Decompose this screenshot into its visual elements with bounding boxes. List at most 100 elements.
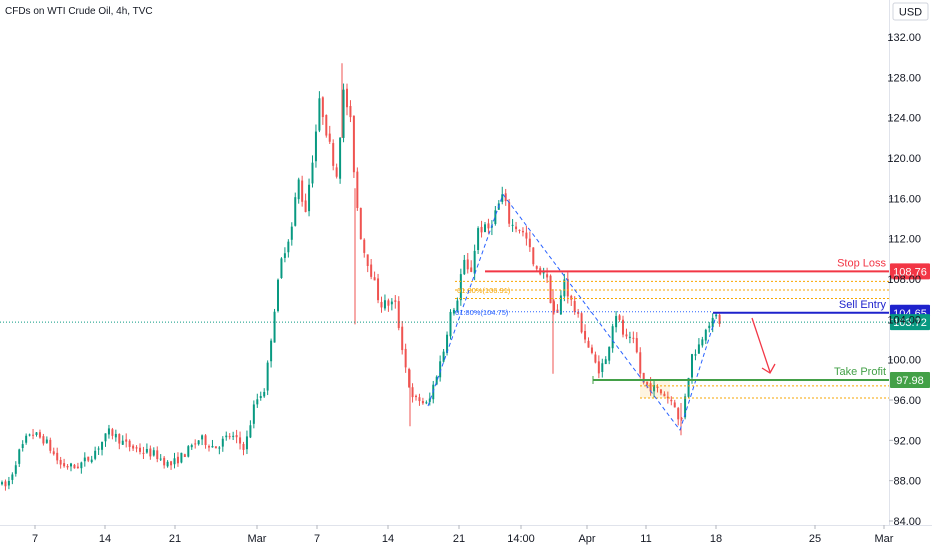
candle-body bbox=[501, 194, 504, 202]
y-tick-label: 108.00 bbox=[887, 274, 921, 286]
candle-body bbox=[401, 326, 404, 351]
candle-body bbox=[211, 446, 214, 448]
x-tick-label: 21 bbox=[453, 533, 465, 545]
x-tick-label: 21 bbox=[169, 533, 181, 545]
candle-body bbox=[335, 167, 338, 177]
candle-body bbox=[204, 435, 207, 446]
candle-body bbox=[252, 404, 255, 424]
take-profit-badge bbox=[890, 372, 930, 389]
candle-body bbox=[321, 97, 324, 118]
candle-body bbox=[314, 131, 317, 162]
candle-body bbox=[494, 210, 497, 224]
candle-body bbox=[577, 312, 580, 314]
candle-body bbox=[659, 389, 662, 394]
candle-body bbox=[111, 429, 114, 436]
candle-body bbox=[549, 275, 552, 304]
candle-body bbox=[14, 465, 17, 474]
candle-body bbox=[80, 462, 83, 469]
candle-body bbox=[342, 89, 345, 138]
candle-body bbox=[628, 336, 631, 338]
candle-body bbox=[528, 238, 531, 248]
candle-body bbox=[270, 340, 273, 362]
stop-loss-badge bbox=[890, 263, 930, 280]
candle-body bbox=[297, 179, 300, 200]
x-tick-label: Mar bbox=[248, 533, 267, 545]
candle-body bbox=[194, 443, 197, 445]
candle-body bbox=[159, 458, 162, 460]
candle-body bbox=[114, 433, 117, 438]
currency-button[interactable] bbox=[892, 2, 929, 21]
candle-body bbox=[263, 391, 266, 397]
candle-body bbox=[691, 354, 693, 378]
candle-body bbox=[94, 450, 97, 459]
current-price-badge bbox=[890, 314, 930, 331]
candle-body bbox=[459, 274, 462, 301]
candle-body bbox=[508, 202, 511, 224]
candle-body bbox=[273, 311, 276, 343]
candle-body bbox=[218, 447, 221, 449]
candle-body bbox=[38, 432, 41, 438]
candle-body bbox=[532, 247, 535, 265]
stop-loss-value: 108.76 bbox=[893, 266, 927, 278]
candle-body bbox=[139, 447, 141, 452]
candle-body bbox=[718, 314, 721, 325]
candle-body bbox=[615, 316, 618, 328]
candle-body bbox=[232, 435, 235, 437]
candle-body bbox=[618, 315, 621, 320]
y-tick-label: 120.00 bbox=[887, 153, 921, 165]
candle-body bbox=[187, 446, 190, 457]
candle-body bbox=[266, 362, 269, 391]
support-zone bbox=[640, 379, 670, 398]
candle-body bbox=[463, 259, 466, 275]
candle-body bbox=[7, 480, 10, 486]
candle-body bbox=[104, 433, 107, 442]
candle-body bbox=[325, 115, 328, 136]
candle-body bbox=[428, 398, 431, 402]
fib-upper-label: 61.80%(106.91) bbox=[457, 286, 511, 295]
candle-body bbox=[435, 376, 438, 385]
candle-body bbox=[387, 300, 390, 306]
y-tick-label: 112.00 bbox=[888, 234, 921, 246]
candle-body bbox=[152, 450, 155, 456]
fib-entry-label: 61.80%(104.75) bbox=[455, 308, 509, 317]
candle-body bbox=[390, 301, 393, 305]
annotations-layer: 61.80%(106.91)61.80%(104.75)Stop Loss108… bbox=[0, 193, 930, 431]
y-tick-label: 88.00 bbox=[893, 476, 921, 488]
candle-body bbox=[370, 264, 373, 277]
candle-body bbox=[566, 278, 569, 297]
candle-body bbox=[66, 465, 69, 468]
candle-body bbox=[666, 396, 669, 399]
candle-body bbox=[239, 437, 242, 444]
candle-body bbox=[197, 440, 200, 445]
y-tick-label: 116.00 bbox=[888, 193, 921, 205]
candle-body bbox=[128, 440, 131, 447]
candle-body bbox=[52, 451, 55, 455]
candle-body bbox=[318, 98, 321, 131]
candle-body bbox=[556, 309, 559, 313]
candle-body bbox=[604, 359, 607, 365]
candle-body bbox=[608, 346, 611, 361]
candle-body bbox=[118, 433, 121, 444]
candle-body bbox=[580, 313, 583, 333]
y-tick-label: 124.00 bbox=[887, 113, 921, 125]
candle-body bbox=[670, 399, 673, 402]
candle-body bbox=[473, 250, 476, 274]
candle-body bbox=[42, 436, 45, 444]
candle-body bbox=[208, 446, 210, 448]
candle-body bbox=[125, 439, 128, 442]
candle-body bbox=[190, 445, 193, 448]
candle-body bbox=[611, 326, 614, 349]
down-arrow-shaft bbox=[751, 317, 771, 373]
candle-body bbox=[235, 435, 238, 438]
candle-body bbox=[418, 397, 421, 402]
candle-body bbox=[515, 226, 518, 230]
candle-body bbox=[421, 400, 424, 404]
candle-body bbox=[145, 449, 148, 453]
candle-body bbox=[290, 226, 293, 240]
candle-body bbox=[708, 325, 711, 329]
candle-body bbox=[245, 436, 248, 450]
candle-body bbox=[553, 301, 555, 311]
candle-body bbox=[594, 354, 597, 363]
candle-body bbox=[456, 300, 459, 312]
